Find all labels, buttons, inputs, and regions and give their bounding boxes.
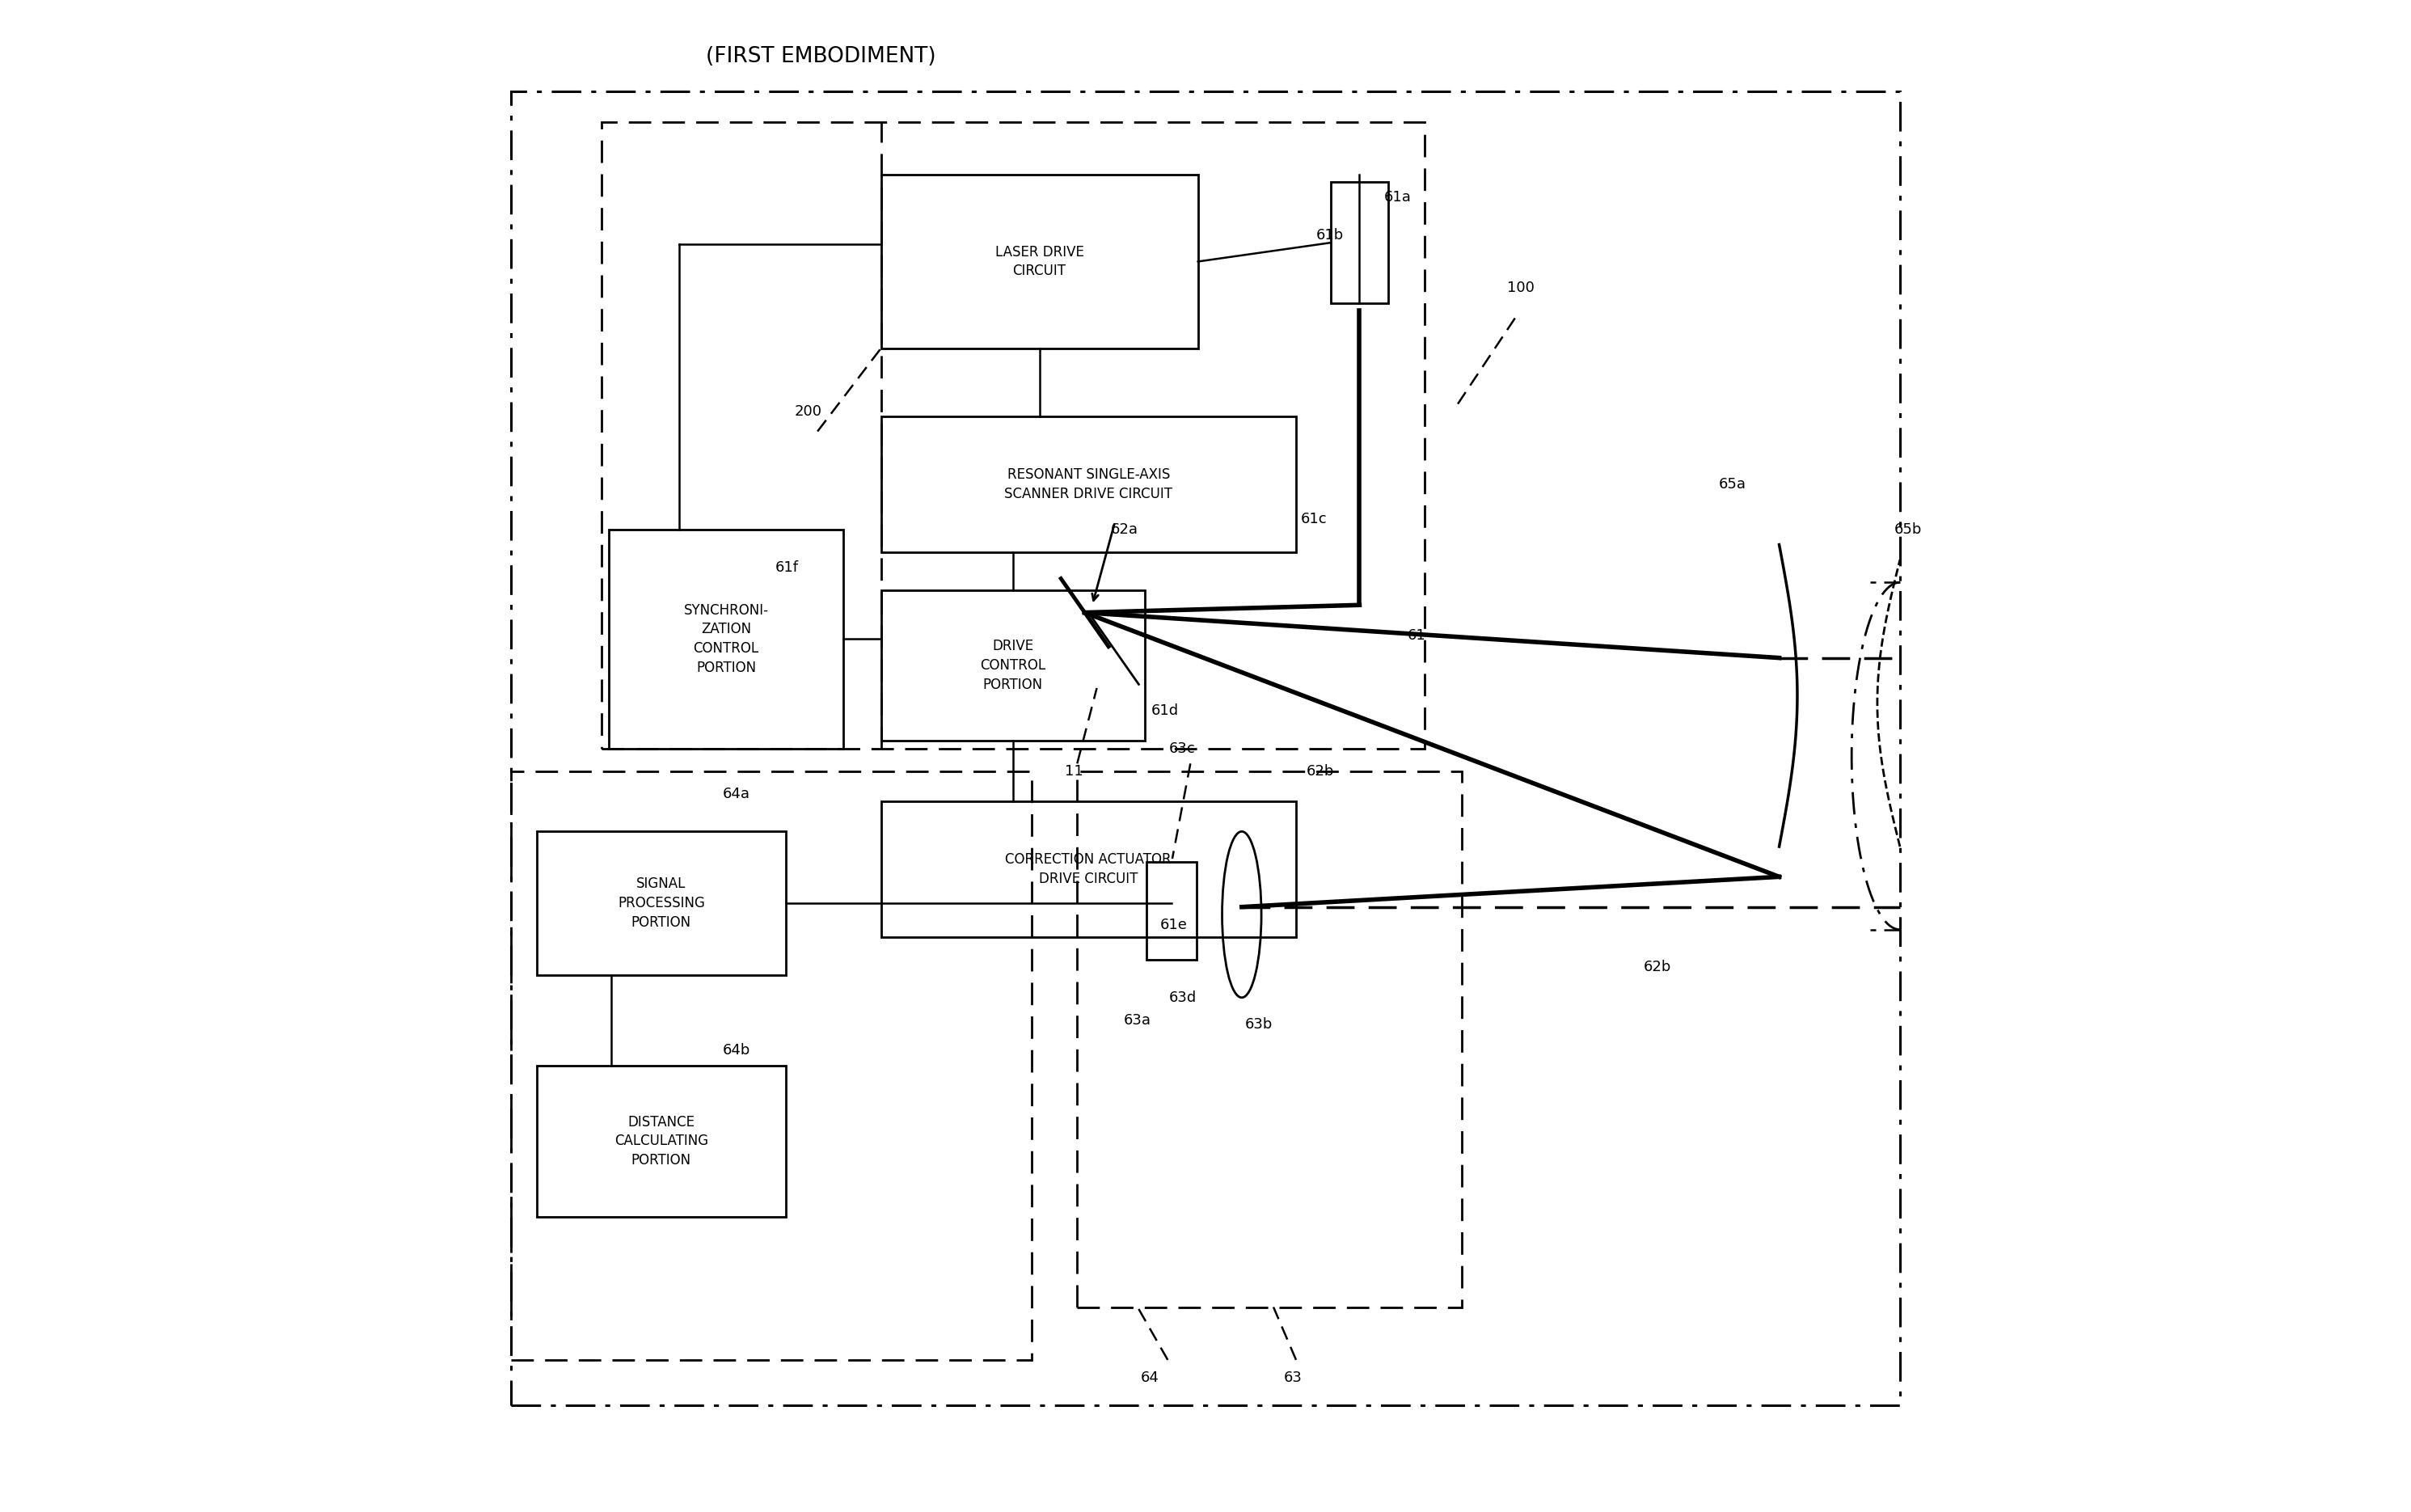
- Text: SYNCHRONI-
ZATION
CONTROL
PORTION: SYNCHRONI- ZATION CONTROL PORTION: [685, 603, 769, 674]
- Text: 100: 100: [1507, 281, 1536, 295]
- Text: 63b: 63b: [1244, 1018, 1273, 1033]
- Text: 61f: 61f: [776, 559, 798, 575]
- Text: (FIRST EMBODIMENT): (FIRST EMBODIMENT): [706, 47, 935, 68]
- Text: 61d: 61d: [1150, 703, 1179, 718]
- Text: 63d: 63d: [1169, 990, 1196, 1005]
- Text: 63a: 63a: [1124, 1013, 1152, 1028]
- Text: 62a: 62a: [1111, 522, 1138, 537]
- Text: 11: 11: [1066, 764, 1083, 779]
- Text: 200: 200: [796, 405, 822, 419]
- Text: 61b: 61b: [1316, 228, 1343, 242]
- Text: 64a: 64a: [723, 786, 750, 801]
- Text: 64b: 64b: [723, 1043, 750, 1058]
- Text: LASER DRIVE
CIRCUIT: LASER DRIVE CIRCUIT: [996, 245, 1085, 278]
- Text: 61a: 61a: [1384, 191, 1410, 204]
- Text: SIGNAL
PROCESSING
PORTION: SIGNAL PROCESSING PORTION: [617, 877, 704, 930]
- Text: 61c: 61c: [1300, 511, 1326, 526]
- Text: DISTANCE
CALCULATING
PORTION: DISTANCE CALCULATING PORTION: [615, 1114, 709, 1167]
- Text: 62b: 62b: [1644, 960, 1671, 975]
- Text: 63: 63: [1285, 1371, 1302, 1385]
- Text: DRIVE
CONTROL
PORTION: DRIVE CONTROL PORTION: [981, 640, 1046, 692]
- Text: 65b: 65b: [1895, 522, 1922, 537]
- Text: 63c: 63c: [1169, 741, 1196, 756]
- Text: 65a: 65a: [1719, 476, 1746, 491]
- Text: 61e: 61e: [1160, 918, 1189, 933]
- Text: RESONANT SINGLE-AXIS
SCANNER DRIVE CIRCUIT: RESONANT SINGLE-AXIS SCANNER DRIVE CIRCU…: [1005, 467, 1172, 500]
- Text: 64: 64: [1140, 1371, 1160, 1385]
- Text: CORRECTION ACTUATOR
DRIVE CIRCUIT: CORRECTION ACTUATOR DRIVE CIRCUIT: [1005, 853, 1172, 886]
- Text: 61: 61: [1408, 627, 1427, 643]
- Text: 62b: 62b: [1307, 764, 1333, 779]
